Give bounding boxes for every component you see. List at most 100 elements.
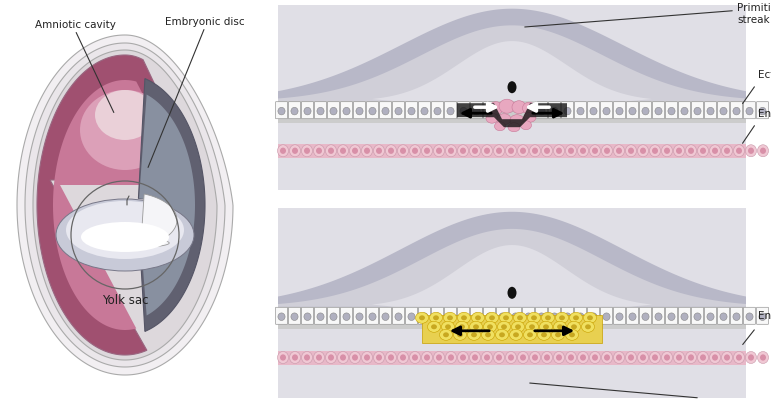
Ellipse shape — [757, 351, 769, 364]
FancyBboxPatch shape — [561, 307, 574, 324]
Ellipse shape — [301, 351, 312, 364]
Ellipse shape — [493, 351, 504, 364]
Ellipse shape — [577, 313, 584, 320]
Ellipse shape — [278, 351, 288, 364]
Ellipse shape — [457, 312, 470, 323]
FancyBboxPatch shape — [457, 102, 470, 119]
Ellipse shape — [446, 351, 456, 364]
FancyBboxPatch shape — [392, 307, 405, 324]
Ellipse shape — [497, 114, 511, 125]
Polygon shape — [139, 79, 205, 331]
FancyBboxPatch shape — [315, 102, 326, 119]
Ellipse shape — [525, 313, 532, 320]
Ellipse shape — [457, 332, 463, 337]
FancyBboxPatch shape — [366, 102, 379, 119]
Ellipse shape — [356, 313, 363, 320]
Ellipse shape — [592, 147, 598, 154]
FancyBboxPatch shape — [665, 307, 678, 324]
Ellipse shape — [712, 354, 718, 361]
FancyBboxPatch shape — [379, 307, 392, 324]
FancyBboxPatch shape — [665, 102, 678, 119]
Ellipse shape — [278, 313, 285, 320]
Ellipse shape — [472, 312, 484, 323]
Ellipse shape — [590, 313, 597, 320]
Ellipse shape — [482, 351, 493, 364]
Ellipse shape — [349, 351, 361, 364]
Ellipse shape — [352, 354, 358, 361]
FancyBboxPatch shape — [652, 102, 665, 119]
FancyBboxPatch shape — [510, 307, 521, 324]
Polygon shape — [278, 9, 746, 101]
Ellipse shape — [652, 147, 658, 154]
FancyBboxPatch shape — [561, 102, 574, 119]
Ellipse shape — [567, 321, 581, 332]
Ellipse shape — [551, 329, 564, 340]
Ellipse shape — [328, 354, 334, 361]
FancyBboxPatch shape — [341, 102, 352, 119]
FancyBboxPatch shape — [315, 307, 326, 324]
Ellipse shape — [581, 321, 594, 332]
Ellipse shape — [508, 123, 520, 132]
Ellipse shape — [520, 147, 526, 154]
FancyBboxPatch shape — [353, 307, 365, 324]
Ellipse shape — [720, 107, 727, 115]
Ellipse shape — [681, 107, 688, 115]
Ellipse shape — [614, 145, 625, 157]
Ellipse shape — [580, 147, 586, 154]
Ellipse shape — [443, 312, 456, 323]
Ellipse shape — [649, 145, 661, 157]
Ellipse shape — [471, 332, 477, 337]
Ellipse shape — [652, 354, 658, 361]
Ellipse shape — [412, 147, 418, 154]
Ellipse shape — [433, 351, 445, 364]
Polygon shape — [278, 208, 746, 398]
Ellipse shape — [668, 313, 675, 320]
Ellipse shape — [568, 354, 574, 361]
FancyBboxPatch shape — [341, 307, 352, 324]
FancyBboxPatch shape — [730, 307, 742, 324]
FancyBboxPatch shape — [639, 307, 651, 324]
Ellipse shape — [757, 145, 769, 157]
Ellipse shape — [501, 324, 507, 329]
Text: Primitive
streak: Primitive streak — [737, 3, 771, 25]
Polygon shape — [457, 103, 567, 127]
FancyBboxPatch shape — [743, 307, 756, 324]
Ellipse shape — [424, 147, 430, 154]
Ellipse shape — [485, 332, 491, 337]
Ellipse shape — [436, 354, 442, 361]
Ellipse shape — [707, 313, 714, 320]
Ellipse shape — [500, 312, 513, 323]
FancyBboxPatch shape — [483, 307, 496, 324]
Polygon shape — [372, 41, 652, 101]
Ellipse shape — [629, 313, 636, 320]
FancyBboxPatch shape — [692, 307, 703, 324]
Ellipse shape — [568, 147, 574, 154]
Ellipse shape — [343, 313, 350, 320]
Ellipse shape — [493, 145, 504, 157]
Ellipse shape — [565, 329, 578, 340]
Ellipse shape — [278, 145, 288, 157]
Ellipse shape — [584, 312, 597, 323]
Ellipse shape — [486, 312, 499, 323]
Ellipse shape — [376, 354, 382, 361]
Ellipse shape — [338, 145, 348, 157]
FancyBboxPatch shape — [574, 307, 587, 324]
Ellipse shape — [616, 313, 623, 320]
Ellipse shape — [503, 315, 509, 320]
Ellipse shape — [388, 354, 394, 361]
Ellipse shape — [443, 332, 449, 337]
Ellipse shape — [746, 351, 756, 364]
Ellipse shape — [590, 145, 601, 157]
FancyBboxPatch shape — [678, 102, 691, 119]
Ellipse shape — [559, 315, 565, 320]
Ellipse shape — [601, 145, 612, 157]
Ellipse shape — [543, 324, 549, 329]
Ellipse shape — [373, 351, 385, 364]
Ellipse shape — [292, 354, 298, 361]
Ellipse shape — [555, 332, 561, 337]
Ellipse shape — [510, 329, 523, 340]
Ellipse shape — [395, 313, 402, 320]
Ellipse shape — [685, 145, 696, 157]
Ellipse shape — [664, 354, 670, 361]
FancyBboxPatch shape — [536, 307, 547, 324]
